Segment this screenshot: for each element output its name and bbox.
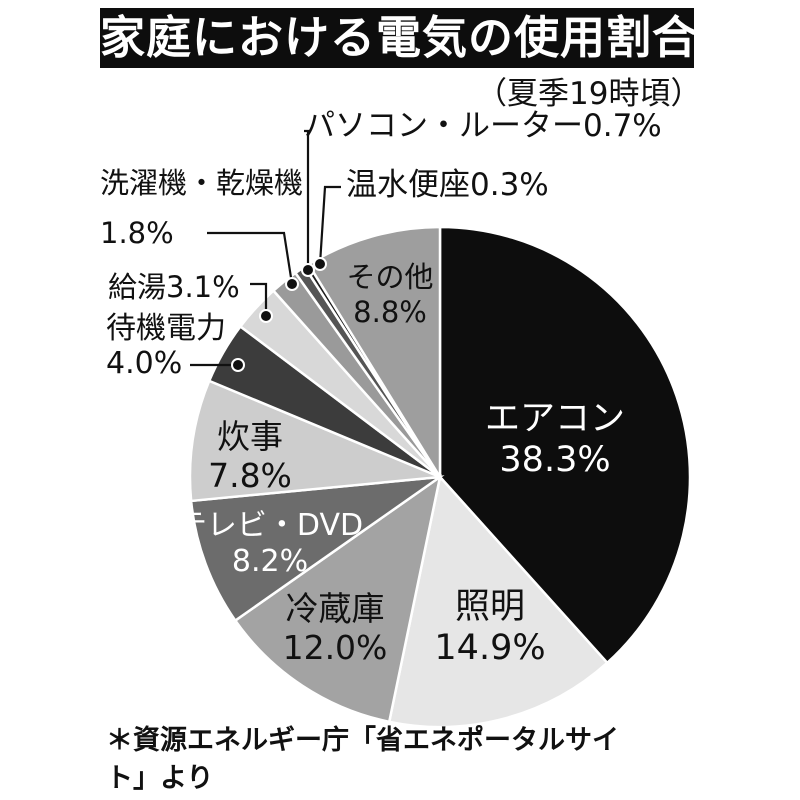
- leader-dot-5: [231, 358, 245, 372]
- leader-dot-9: [313, 257, 327, 271]
- pie-slice-4: [188, 379, 441, 503]
- slice-value-3: 8.2%: [232, 544, 308, 579]
- slice-label-text-9: 温水便座: [346, 167, 470, 203]
- slice-value-5: 4.0%: [106, 346, 182, 381]
- slice-label-1: 照明: [455, 587, 525, 627]
- slice-label-10: その他: [346, 260, 433, 294]
- slice-value-1: 14.9%: [434, 628, 545, 668]
- pie-slice-0: [438, 225, 692, 665]
- leader-line-8: [304, 129, 310, 270]
- slice-value-4: 7.8%: [208, 456, 292, 495]
- slice-label-5: 待機電力: [106, 311, 226, 346]
- source-note: ＊資源エネルギー庁「省エネポータルサイト」より: [106, 725, 619, 794]
- pie-slice-3: [189, 475, 445, 623]
- slice-label-2: 冷蔵庫: [286, 589, 385, 628]
- slice-value-10: 8.8%: [353, 295, 427, 329]
- leader-line-6: [250, 282, 268, 316]
- slice-value-2: 12.0%: [283, 628, 388, 667]
- leader-line-9: [318, 185, 341, 265]
- pie-slice-1: [387, 474, 609, 729]
- pie-slice-2: [233, 474, 442, 724]
- slice-label-4: 炊事: [217, 417, 283, 456]
- slice-label-6: 給湯3.1%: [108, 270, 240, 304]
- chart-title: 家庭における電気の使用割合: [100, 11, 699, 64]
- leader-dot-8: [301, 263, 315, 277]
- title-banner: [100, 8, 694, 68]
- slice-value-0: 38.3%: [499, 440, 610, 480]
- leader-line-7: [207, 231, 294, 285]
- slice-value-7: 1.8%: [100, 216, 174, 250]
- chart-subtitle: （夏季19時頃）: [476, 76, 702, 112]
- slice-label-3: テレビ・DVD: [177, 508, 363, 543]
- slice-value-6: 3.1%: [166, 270, 240, 304]
- slice-label-9: 温水便座0.3%: [346, 167, 549, 203]
- slice-label-7: 洗濯機・乾燥機: [100, 166, 303, 200]
- slice-label-text-6: 給湯: [108, 270, 166, 304]
- leader-dot-7: [285, 277, 299, 291]
- slice-value-8: 0.7%: [583, 108, 662, 144]
- slice-label-text-8: パソコン・ルーター: [304, 108, 583, 144]
- pie-wedges: [188, 225, 692, 729]
- slice-value-9: 0.3%: [470, 167, 549, 203]
- leader-dot-6: [259, 309, 273, 323]
- slice-label-0: エアコン: [485, 399, 625, 439]
- slice-label-8: パソコン・ルーター0.7%: [304, 108, 662, 144]
